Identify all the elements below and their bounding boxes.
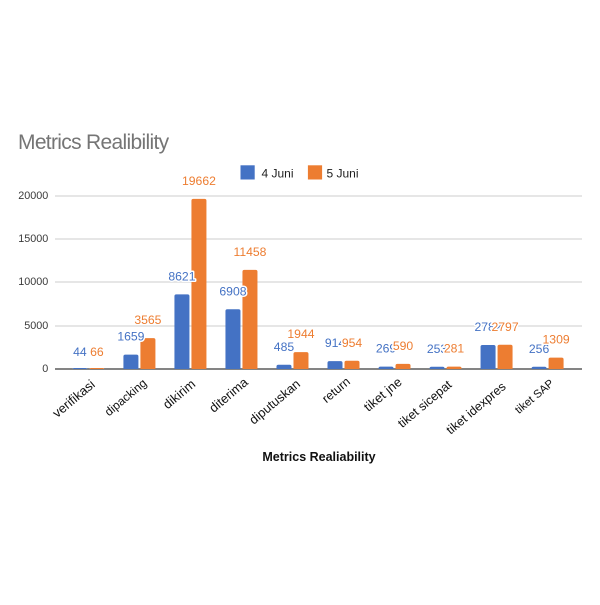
svg-text:0: 0	[42, 363, 48, 375]
svg-text:1659: 1659	[117, 330, 144, 344]
svg-text:2797: 2797	[491, 320, 518, 334]
svg-text:44: 44	[73, 345, 87, 359]
svg-text:6908: 6908	[219, 284, 246, 298]
svg-text:66: 66	[90, 345, 104, 359]
svg-text:Metrics Realibility: Metrics Realibility	[18, 131, 170, 154]
svg-text:253: 253	[427, 342, 448, 356]
svg-text:914: 914	[325, 336, 346, 350]
svg-text:281: 281	[444, 342, 465, 356]
svg-text:Metrics Realiability: Metrics Realiability	[262, 450, 375, 464]
svg-text:15000: 15000	[18, 233, 48, 245]
svg-text:3565: 3565	[134, 313, 161, 327]
svg-text:1309: 1309	[543, 333, 570, 347]
svg-text:954: 954	[342, 336, 363, 350]
svg-text:256: 256	[529, 342, 550, 356]
svg-text:4 Juni: 4 Juni	[262, 167, 294, 181]
svg-text:8621: 8621	[168, 269, 195, 283]
svg-text:5000: 5000	[24, 320, 48, 332]
svg-text:5 Juni: 5 Juni	[327, 167, 359, 181]
svg-text:11458: 11458	[233, 245, 266, 259]
svg-text:10000: 10000	[18, 276, 48, 288]
svg-text:2782: 2782	[474, 320, 501, 334]
svg-text:1944: 1944	[287, 327, 314, 341]
svg-text:269: 269	[376, 342, 397, 356]
svg-text:590: 590	[393, 339, 414, 353]
svg-text:19662: 19662	[182, 174, 216, 188]
svg-text:20000: 20000	[18, 190, 48, 202]
svg-text:485: 485	[274, 340, 295, 354]
